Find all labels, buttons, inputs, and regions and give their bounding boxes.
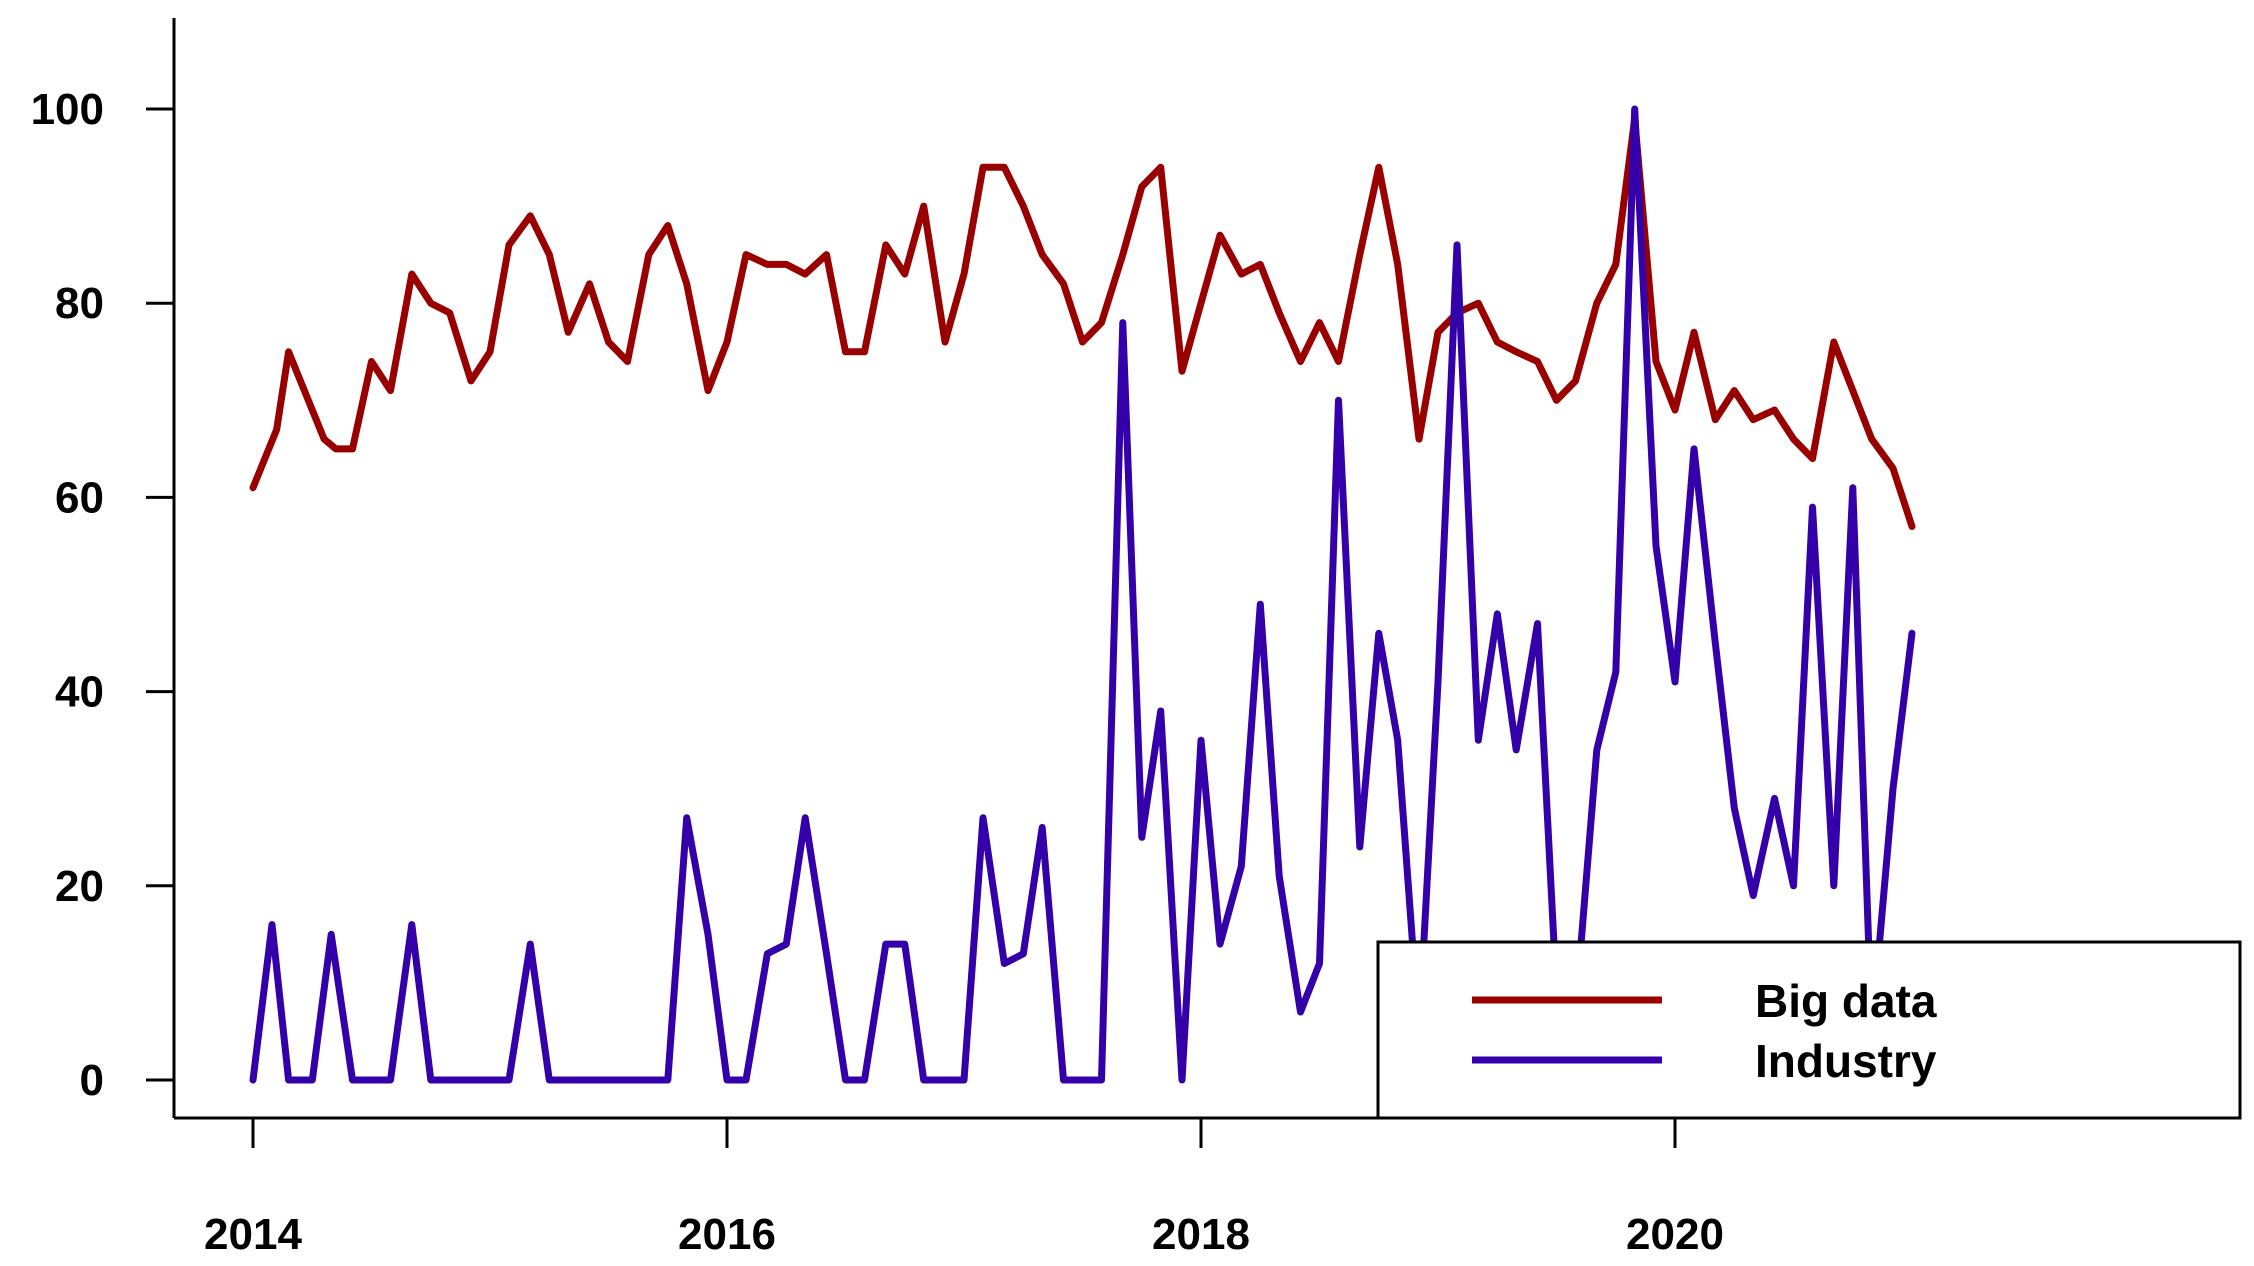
x-tick-label: 2016 [678,1210,776,1259]
y-tick-label: 60 [55,473,104,522]
y-tick-label: 100 [31,85,104,134]
series-line-industry [249,105,1916,1084]
x-tick-label: 2014 [204,1210,302,1259]
y-tick-label: 40 [55,668,104,717]
legend-box [1376,940,2242,1120]
x-ticks: 2014 2016 2018 2020 [204,1118,1724,1259]
legend: Big data Industry [1376,940,2242,1120]
y-tick-label: 80 [55,279,104,328]
x-tick-label: 2018 [1152,1210,1250,1259]
series-line-big-data [249,115,1916,530]
series-layer [249,105,1916,1084]
legend-label-big-data: Big data [1755,975,1937,1027]
y-tick-label: 0 [80,1056,104,1105]
x-tick-label: 2020 [1626,1210,1724,1259]
y-tick-label: 20 [55,862,104,911]
legend-label-industry: Industry [1755,1035,1937,1087]
y-ticks: 0 20 40 60 80 100 [31,85,174,1105]
